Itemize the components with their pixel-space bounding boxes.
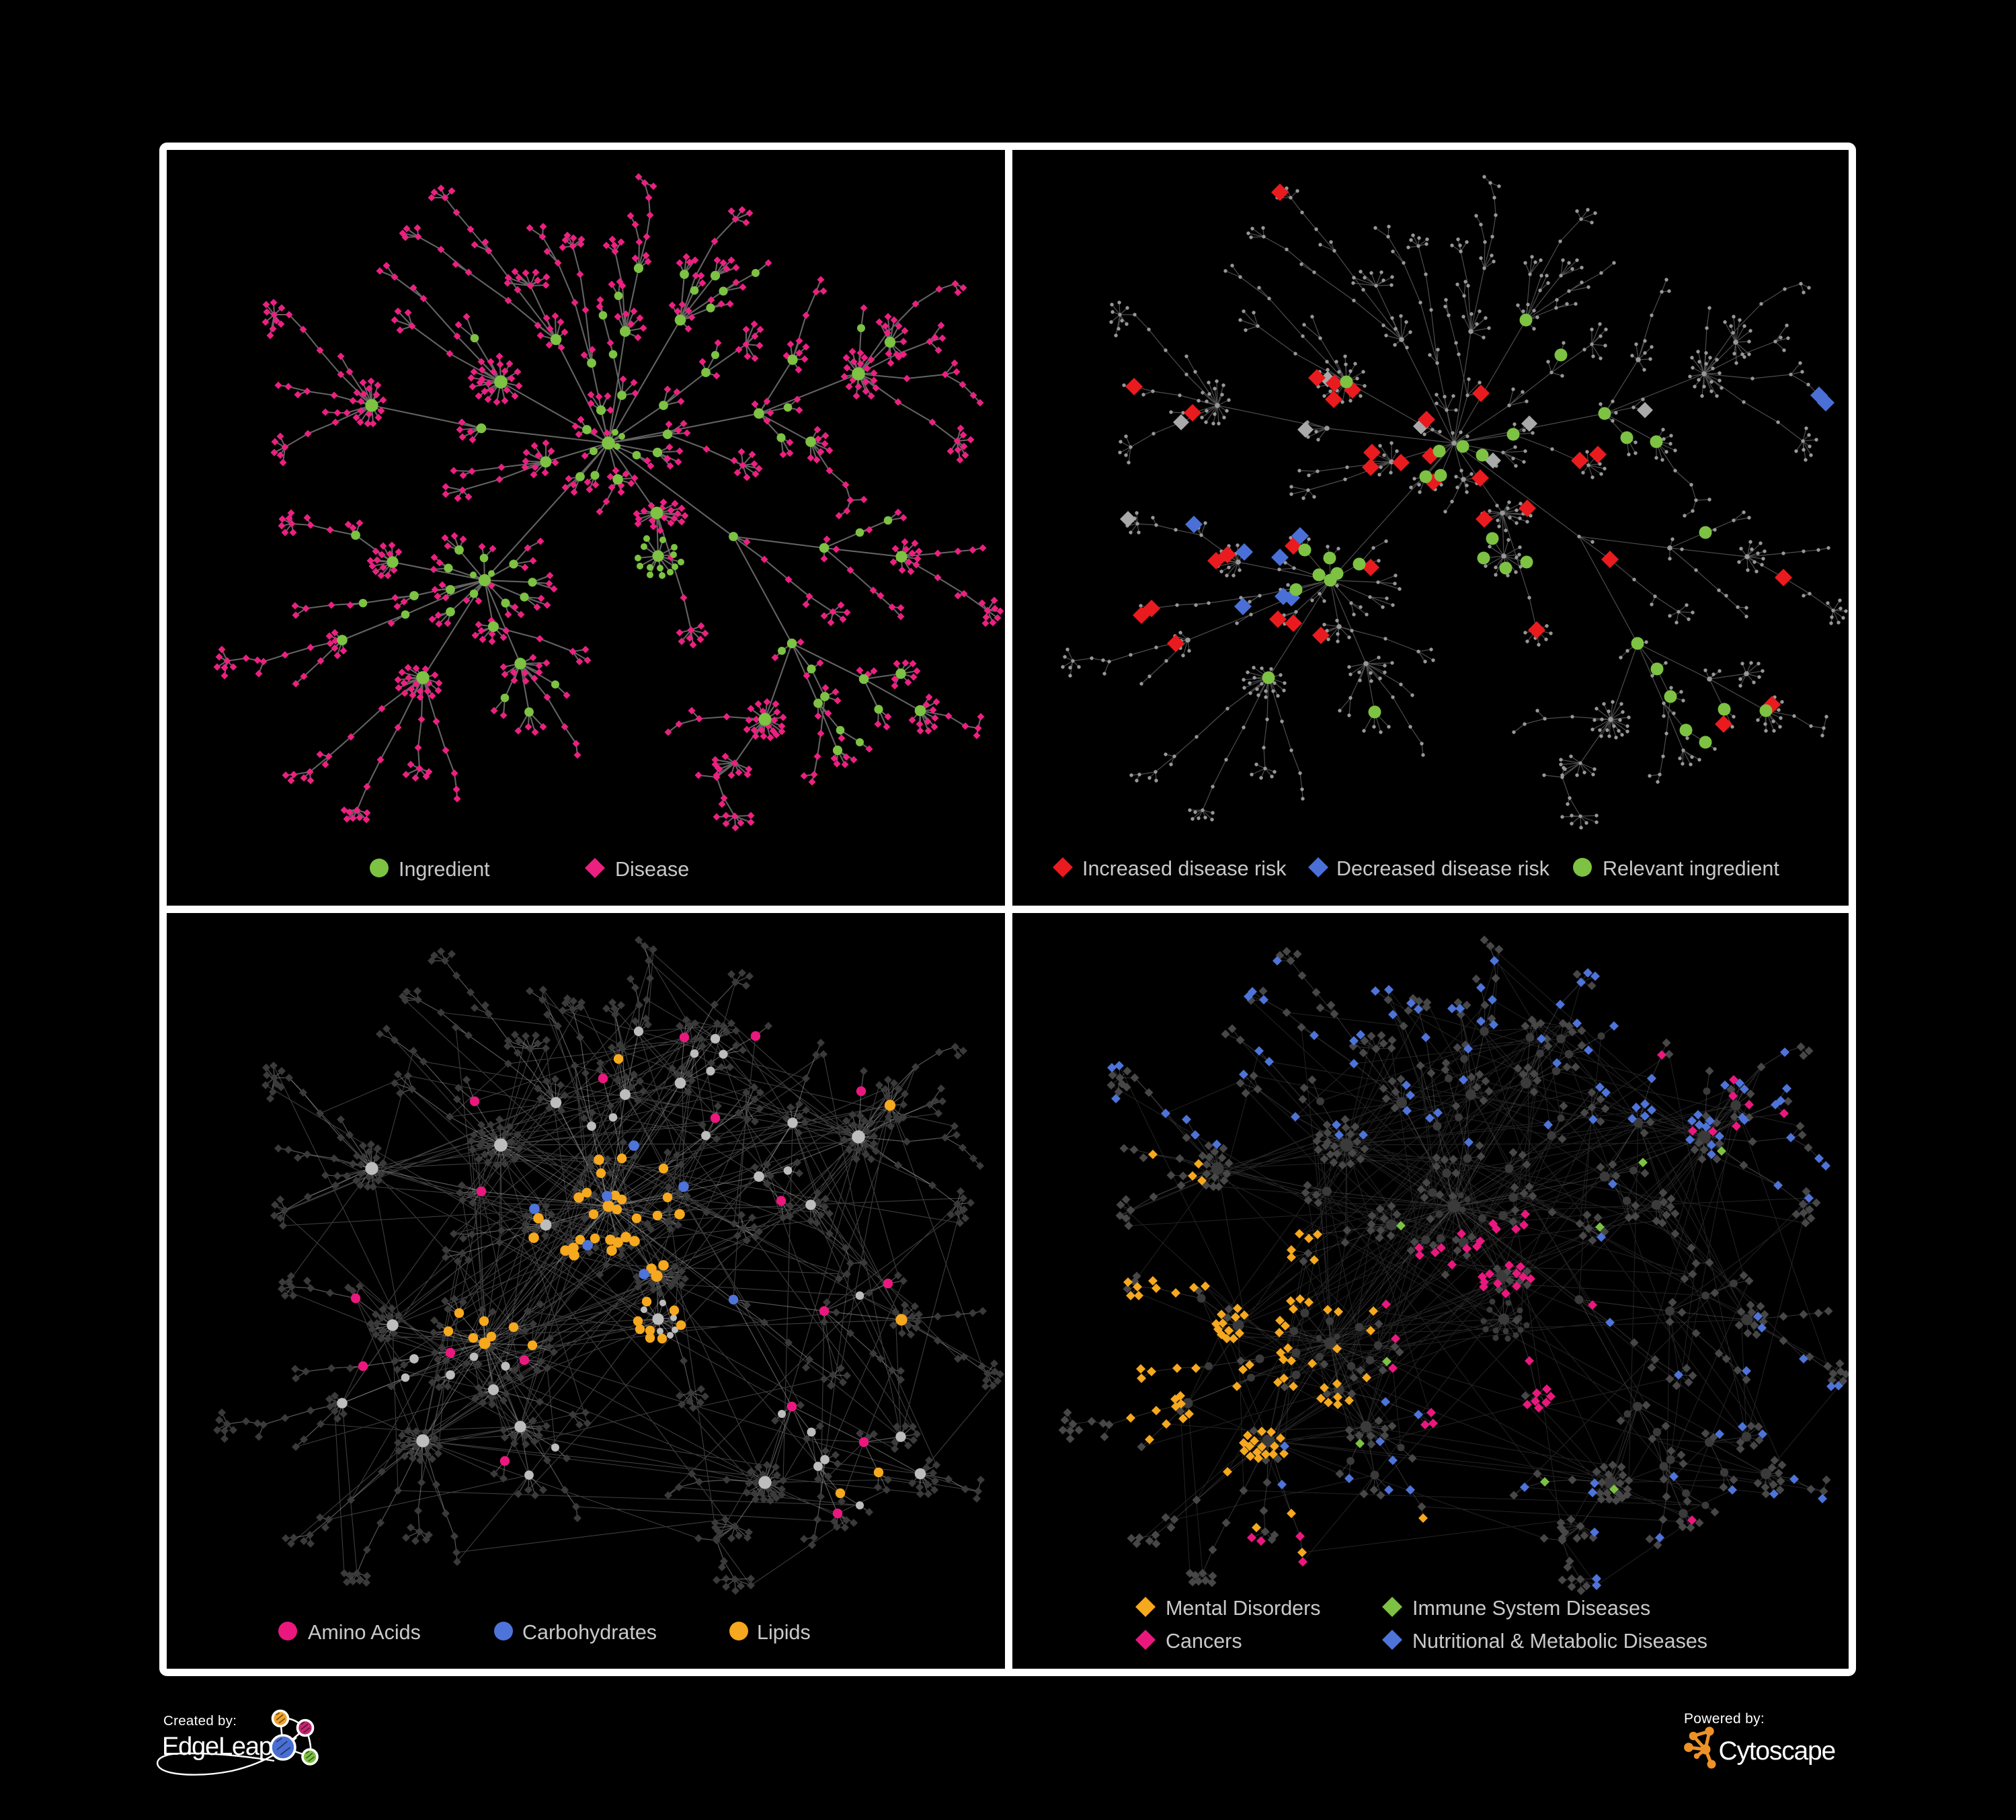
svg-text:Increased disease risk: Increased disease risk: [1082, 857, 1287, 880]
svg-text:Mental Disorders: Mental Disorders: [1166, 1597, 1321, 1620]
svg-text:Amino Acids: Amino Acids: [308, 1621, 421, 1644]
svg-text:Relevant ingredient: Relevant ingredient: [1603, 857, 1779, 880]
svg-text:Created by:: Created by:: [163, 1713, 237, 1729]
svg-text:Powered by:: Powered by:: [1684, 1711, 1765, 1727]
svg-text:Cytoscape: Cytoscape: [1719, 1737, 1835, 1766]
svg-text:Carbohydrates: Carbohydrates: [522, 1621, 657, 1644]
svg-text:Lipids: Lipids: [757, 1621, 811, 1644]
svg-text:Nutritional & Metabolic Diseas: Nutritional & Metabolic Diseases: [1412, 1630, 1707, 1653]
svg-text:Disease: Disease: [615, 858, 689, 881]
svg-text:Cancers: Cancers: [1166, 1630, 1242, 1653]
svg-text:Decreased disease risk: Decreased disease risk: [1336, 857, 1550, 880]
svg-text:Ingredient: Ingredient: [399, 858, 490, 881]
svg-text:EdgeLeap: EdgeLeap: [162, 1733, 272, 1761]
svg-text:Immune System Diseases: Immune System Diseases: [1412, 1597, 1650, 1620]
